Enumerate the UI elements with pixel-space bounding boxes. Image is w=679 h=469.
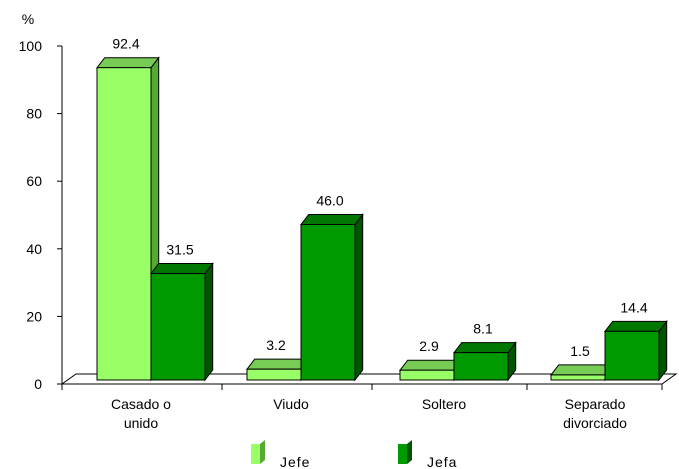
- bar-top-face: [398, 359, 463, 371]
- chart-floor: [60, 373, 678, 385]
- bar-side-face: [354, 213, 364, 382]
- bar-top-face: [452, 342, 517, 354]
- y-axis-unit-label: %: [22, 11, 34, 27]
- legend-label: Jefe: [280, 454, 310, 469]
- bar-top-face: [299, 214, 364, 226]
- bar-front-face: [399, 369, 455, 381]
- legend-item-jefe: Jefe: [251, 440, 310, 469]
- bar-front-face: [300, 224, 356, 381]
- bar-jefe: [245, 357, 310, 382]
- bar-jefa: [603, 319, 668, 382]
- x-tick-label: Casado o: [111, 396, 171, 412]
- bar-jefa: [299, 213, 364, 382]
- bar-jefe: [549, 363, 614, 382]
- bar-jefe: [95, 56, 160, 382]
- y-tick-label: 0: [34, 376, 42, 392]
- data-label: 3.2: [266, 337, 286, 353]
- x-tick-label: Soltero: [422, 396, 467, 412]
- x-tick-label: divorciado: [563, 415, 627, 431]
- bar-front-face: [550, 374, 606, 381]
- legend-swatch-front: [251, 444, 260, 464]
- x-tick-label: Separado: [565, 396, 626, 412]
- x-tick-label: unido: [124, 415, 158, 431]
- legend-swatch-side: [407, 440, 412, 464]
- bar-top-face: [549, 364, 614, 376]
- data-label: 14.4: [620, 299, 647, 315]
- bar-front-face: [150, 273, 206, 381]
- data-label: 2.9: [419, 338, 439, 354]
- legend-swatch-front: [398, 444, 407, 464]
- bar-top-face: [245, 358, 310, 370]
- axes: 0 20 40 60 80 100: [19, 38, 678, 392]
- legend: Jefe Jefa: [251, 440, 457, 469]
- y-tick-label: 40: [26, 241, 42, 257]
- data-labels: 92.4 31.5 3.2 46.0 2.9 8.1 1.5 14.4: [112, 36, 647, 359]
- bar-side-face: [204, 262, 214, 382]
- y-tick-label: 20: [26, 308, 42, 324]
- x-tick-labels: Casado o unido Viudo Soltero Separado divorci…: [111, 396, 627, 431]
- y-tick-label: 60: [26, 173, 42, 189]
- bar-jefa: [452, 341, 517, 382]
- data-label: 31.5: [166, 242, 193, 258]
- data-label: 46.0: [316, 193, 343, 209]
- bar-jefa: [149, 262, 214, 382]
- legend-label: Jefa: [427, 454, 457, 469]
- data-label: 92.4: [112, 36, 139, 52]
- bar-jefe: [398, 358, 463, 382]
- data-label: 8.1: [473, 321, 493, 337]
- bar-front-face: [96, 67, 152, 381]
- y-tick-label: 100: [19, 38, 43, 54]
- bar-front-face: [604, 330, 660, 381]
- bar-top-face: [149, 263, 214, 275]
- bars: [95, 56, 668, 382]
- bar-front-face: [453, 352, 509, 381]
- x-tick-label: Viudo: [273, 396, 309, 412]
- bar-top-face: [603, 320, 668, 332]
- bar-front-face: [246, 368, 302, 381]
- legend-item-jefa: Jefa: [398, 440, 457, 469]
- bar-top-face: [95, 57, 160, 69]
- legend-swatch-side: [260, 440, 265, 464]
- y-tick-label: 80: [26, 106, 42, 122]
- data-label: 1.5: [570, 343, 590, 359]
